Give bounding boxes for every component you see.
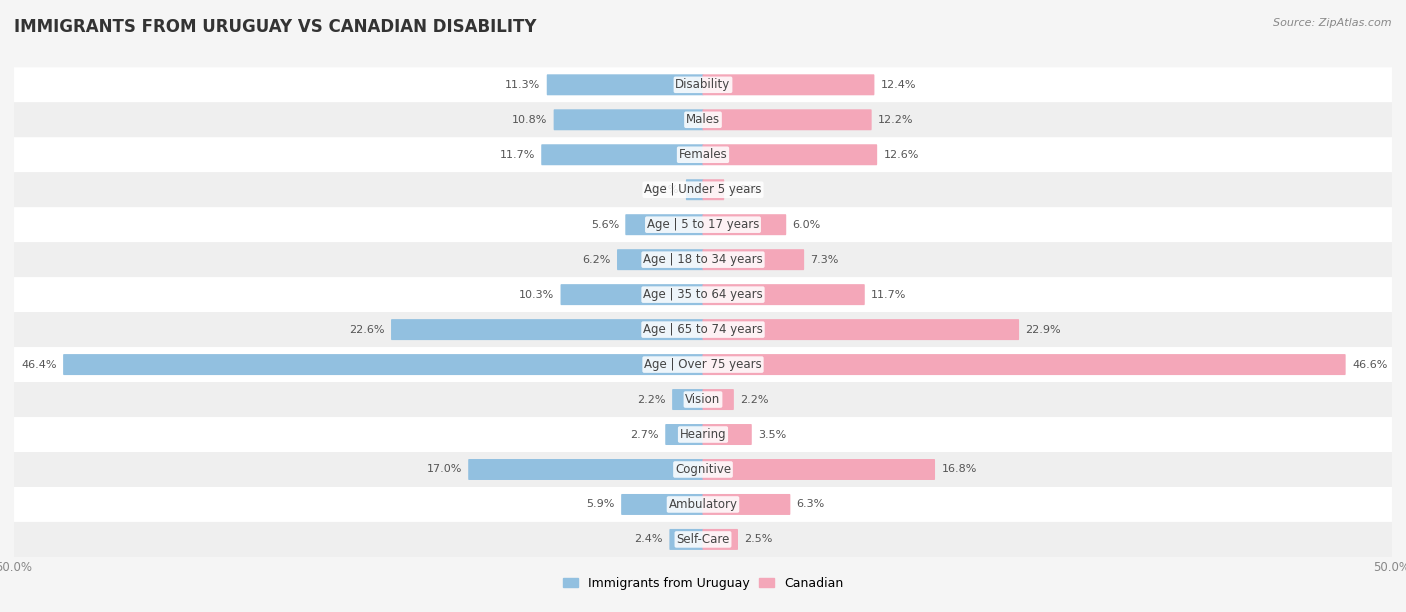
Text: Females: Females	[679, 148, 727, 161]
FancyBboxPatch shape	[14, 382, 1392, 417]
Text: 11.7%: 11.7%	[872, 289, 907, 300]
FancyBboxPatch shape	[626, 214, 703, 235]
Text: 2.2%: 2.2%	[637, 395, 666, 405]
Text: 1.5%: 1.5%	[731, 185, 759, 195]
FancyBboxPatch shape	[14, 417, 1392, 452]
Text: 2.7%: 2.7%	[630, 430, 659, 439]
FancyBboxPatch shape	[63, 354, 703, 375]
Text: 11.7%: 11.7%	[499, 150, 534, 160]
Text: 2.2%: 2.2%	[740, 395, 769, 405]
Text: 10.3%: 10.3%	[519, 289, 554, 300]
FancyBboxPatch shape	[703, 319, 1019, 340]
Text: 10.8%: 10.8%	[512, 115, 547, 125]
Text: 12.4%: 12.4%	[880, 80, 917, 90]
FancyBboxPatch shape	[14, 102, 1392, 137]
FancyBboxPatch shape	[391, 319, 703, 340]
FancyBboxPatch shape	[703, 459, 935, 480]
FancyBboxPatch shape	[703, 354, 1346, 375]
Text: Hearing: Hearing	[679, 428, 727, 441]
Text: 22.6%: 22.6%	[349, 324, 385, 335]
FancyBboxPatch shape	[14, 67, 1392, 102]
FancyBboxPatch shape	[14, 207, 1392, 242]
FancyBboxPatch shape	[14, 172, 1392, 207]
Text: 1.2%: 1.2%	[651, 185, 679, 195]
FancyBboxPatch shape	[703, 284, 865, 305]
FancyBboxPatch shape	[686, 179, 703, 200]
Text: 12.6%: 12.6%	[883, 150, 920, 160]
Text: 5.6%: 5.6%	[591, 220, 619, 230]
Legend: Immigrants from Uruguay, Canadian: Immigrants from Uruguay, Canadian	[558, 572, 848, 595]
FancyBboxPatch shape	[703, 424, 752, 445]
FancyBboxPatch shape	[703, 214, 786, 235]
Text: 5.9%: 5.9%	[586, 499, 614, 509]
Text: Age | 18 to 34 years: Age | 18 to 34 years	[643, 253, 763, 266]
FancyBboxPatch shape	[14, 277, 1392, 312]
Text: 2.4%: 2.4%	[634, 534, 664, 545]
FancyBboxPatch shape	[541, 144, 703, 165]
Text: 3.5%: 3.5%	[758, 430, 786, 439]
Text: 6.3%: 6.3%	[797, 499, 825, 509]
Text: Age | 65 to 74 years: Age | 65 to 74 years	[643, 323, 763, 336]
Text: Cognitive: Cognitive	[675, 463, 731, 476]
Text: Ambulatory: Ambulatory	[668, 498, 738, 511]
FancyBboxPatch shape	[703, 529, 738, 550]
FancyBboxPatch shape	[617, 249, 703, 270]
FancyBboxPatch shape	[14, 452, 1392, 487]
Text: 17.0%: 17.0%	[426, 465, 461, 474]
FancyBboxPatch shape	[14, 487, 1392, 522]
FancyBboxPatch shape	[703, 110, 872, 130]
FancyBboxPatch shape	[703, 144, 877, 165]
Text: Self-Care: Self-Care	[676, 533, 730, 546]
FancyBboxPatch shape	[561, 284, 703, 305]
FancyBboxPatch shape	[703, 179, 724, 200]
Text: 46.6%: 46.6%	[1353, 360, 1388, 370]
Text: Age | Under 5 years: Age | Under 5 years	[644, 183, 762, 196]
Text: 12.2%: 12.2%	[877, 115, 914, 125]
Text: Males: Males	[686, 113, 720, 126]
Text: 6.0%: 6.0%	[793, 220, 821, 230]
Text: Age | 35 to 64 years: Age | 35 to 64 years	[643, 288, 763, 301]
Text: Source: ZipAtlas.com: Source: ZipAtlas.com	[1274, 18, 1392, 28]
FancyBboxPatch shape	[672, 389, 703, 410]
FancyBboxPatch shape	[468, 459, 703, 480]
FancyBboxPatch shape	[669, 529, 703, 550]
Text: IMMIGRANTS FROM URUGUAY VS CANADIAN DISABILITY: IMMIGRANTS FROM URUGUAY VS CANADIAN DISA…	[14, 18, 537, 36]
FancyBboxPatch shape	[547, 74, 703, 95]
FancyBboxPatch shape	[14, 312, 1392, 347]
Text: Vision: Vision	[685, 393, 721, 406]
Text: Age | 5 to 17 years: Age | 5 to 17 years	[647, 218, 759, 231]
Text: 11.3%: 11.3%	[505, 80, 540, 90]
Text: 16.8%: 16.8%	[942, 465, 977, 474]
Text: 7.3%: 7.3%	[810, 255, 839, 264]
FancyBboxPatch shape	[703, 74, 875, 95]
FancyBboxPatch shape	[14, 522, 1392, 557]
Text: Disability: Disability	[675, 78, 731, 91]
FancyBboxPatch shape	[621, 494, 703, 515]
FancyBboxPatch shape	[554, 110, 703, 130]
Text: 46.4%: 46.4%	[21, 360, 56, 370]
Text: 6.2%: 6.2%	[582, 255, 610, 264]
Text: Age | Over 75 years: Age | Over 75 years	[644, 358, 762, 371]
FancyBboxPatch shape	[14, 347, 1392, 382]
FancyBboxPatch shape	[703, 249, 804, 270]
FancyBboxPatch shape	[703, 389, 734, 410]
FancyBboxPatch shape	[14, 137, 1392, 172]
FancyBboxPatch shape	[665, 424, 703, 445]
Text: 2.5%: 2.5%	[744, 534, 773, 545]
Text: 22.9%: 22.9%	[1025, 324, 1062, 335]
FancyBboxPatch shape	[14, 242, 1392, 277]
FancyBboxPatch shape	[703, 494, 790, 515]
